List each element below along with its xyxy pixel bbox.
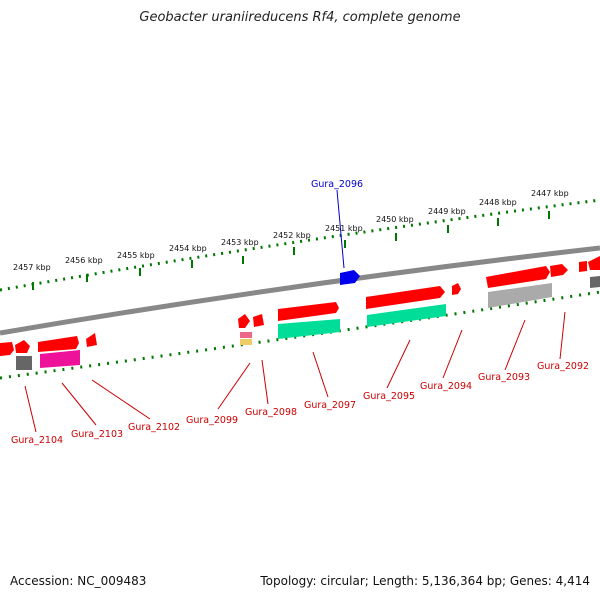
gene-label: Gura_2093 — [478, 372, 530, 383]
gene-blocks — [16, 276, 600, 370]
gene-label: Gura_2103 — [71, 429, 123, 440]
gene-label: Gura_2099 — [186, 415, 238, 426]
gene-block-small[interactable] — [240, 339, 252, 345]
gene-label: Gura_2097 — [304, 400, 356, 411]
scale-label: 2451 kbp — [325, 224, 363, 233]
gene-block-pink[interactable] — [40, 350, 80, 368]
scale-label: 2450 kbp — [376, 215, 414, 224]
gene-label: Gura_2098 — [245, 407, 297, 418]
scale-label: 2453 kbp — [221, 238, 259, 247]
scale-label: 2448 kbp — [479, 198, 517, 207]
gene-label: Gura_2092 — [537, 361, 589, 372]
gene-arrow[interactable] — [253, 314, 264, 327]
outer-scale-ticks — [32, 211, 550, 290]
scale-label: 2449 kbp — [428, 207, 466, 216]
gene-block-green[interactable] — [367, 304, 446, 327]
gene-label: Gura_2095 — [363, 391, 415, 402]
gene-arrow[interactable] — [452, 283, 461, 295]
scale-label: 2455 kbp — [117, 251, 155, 260]
gene-block-darkgray[interactable] — [16, 356, 32, 370]
gene-arrows-forward — [0, 256, 600, 356]
genome-backbone — [0, 245, 600, 336]
gene-arrow[interactable] — [366, 286, 445, 309]
scale-label: 2452 kbp — [273, 231, 311, 240]
highlighted-gene-arrow[interactable] — [340, 270, 360, 285]
accession-text: Accession: NC_009483 — [10, 574, 147, 588]
gene-arrow[interactable] — [278, 302, 339, 321]
gene-block-green[interactable] — [278, 319, 340, 339]
map-title: Geobacter uraniireducens Rf4, complete g… — [139, 10, 461, 25]
gene-leader-lines — [24, 311, 566, 433]
scale-label: 2456 kbp — [65, 256, 103, 265]
gene-label: Gura_2094 — [420, 381, 472, 392]
gene-arrow[interactable] — [579, 261, 587, 272]
gene-arrow[interactable] — [38, 336, 79, 352]
scale-labels: 2457 kbp 2456 kbp 2455 kbp 2454 kbp 2453… — [13, 189, 569, 272]
scale-label: 2454 kbp — [169, 244, 207, 253]
gene-arrow[interactable] — [550, 264, 568, 277]
gene-arrow[interactable] — [0, 342, 14, 356]
genome-summary-text: Topology: circular; Length: 5,136,364 bp… — [260, 574, 590, 588]
scale-label: 2447 kbp — [531, 189, 569, 198]
gene-arrow[interactable] — [15, 340, 30, 353]
highlight-leader-line — [336, 189, 345, 269]
gene-arrow[interactable] — [588, 256, 600, 270]
gene-block-gray[interactable] — [488, 283, 552, 308]
gene-label: Gura_2102 — [128, 422, 180, 433]
gene-arrow[interactable] — [86, 333, 97, 347]
gene-labels: Gura_2104 Gura_2103 Gura_2102 Gura_2099 … — [11, 361, 589, 446]
highlight-gene-label: Gura_2096 — [311, 179, 363, 190]
gene-arrow[interactable] — [238, 314, 250, 328]
gene-label: Gura_2104 — [11, 435, 63, 446]
gene-block-small[interactable] — [240, 332, 252, 338]
gene-arrow[interactable] — [486, 266, 550, 288]
scale-label: 2457 kbp — [13, 263, 51, 272]
gene-block-darkgray[interactable] — [590, 276, 600, 288]
